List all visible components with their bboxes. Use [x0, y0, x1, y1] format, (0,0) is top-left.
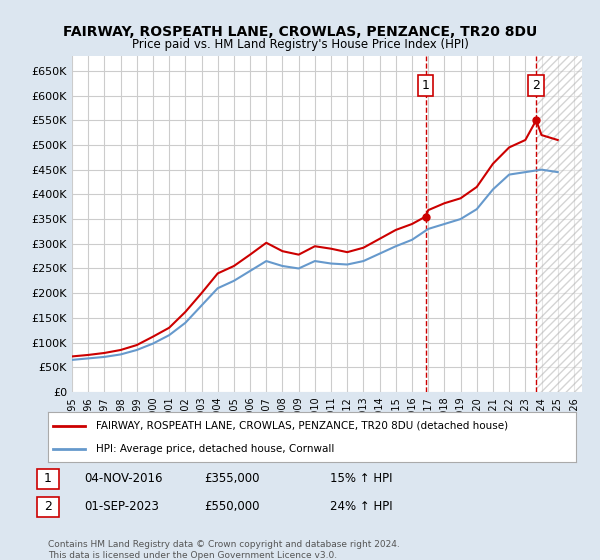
Text: 2: 2 [44, 500, 52, 514]
Text: 24% ↑ HPI: 24% ↑ HPI [330, 500, 392, 514]
Text: 1: 1 [44, 472, 52, 486]
Text: 04-NOV-2016: 04-NOV-2016 [84, 472, 163, 486]
Text: FAIRWAY, ROSPEATH LANE, CROWLAS, PENZANCE, TR20 8DU: FAIRWAY, ROSPEATH LANE, CROWLAS, PENZANC… [63, 25, 537, 39]
Text: £355,000: £355,000 [204, 472, 260, 486]
Text: FAIRWAY, ROSPEATH LANE, CROWLAS, PENZANCE, TR20 8DU (detached house): FAIRWAY, ROSPEATH LANE, CROWLAS, PENZANC… [95, 421, 508, 431]
Text: 15% ↑ HPI: 15% ↑ HPI [330, 472, 392, 486]
Text: 1: 1 [422, 79, 430, 92]
Text: HPI: Average price, detached house, Cornwall: HPI: Average price, detached house, Corn… [95, 445, 334, 454]
Text: Price paid vs. HM Land Registry's House Price Index (HPI): Price paid vs. HM Land Registry's House … [131, 38, 469, 51]
Text: 01-SEP-2023: 01-SEP-2023 [84, 500, 159, 514]
Text: Contains HM Land Registry data © Crown copyright and database right 2024.
This d: Contains HM Land Registry data © Crown c… [48, 540, 400, 560]
Text: 2: 2 [532, 79, 540, 92]
Text: £550,000: £550,000 [204, 500, 260, 514]
